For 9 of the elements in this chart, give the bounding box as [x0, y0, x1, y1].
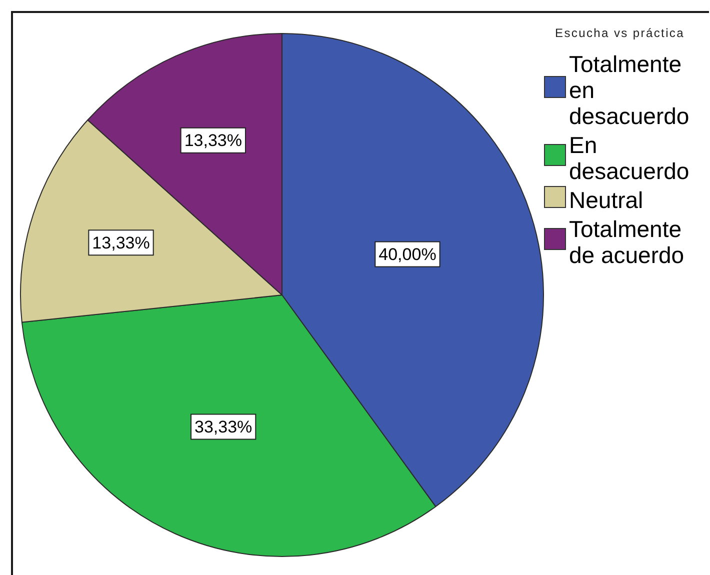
legend-label: En desacuerdo — [569, 132, 690, 184]
legend-label: Neutral — [569, 187, 644, 213]
data-label: 40,00% — [378, 244, 436, 264]
legend-label: Totalmente en desacuerdo — [569, 51, 690, 129]
data-label: 33,33% — [194, 417, 252, 436]
data-label: 13,33% — [184, 131, 242, 150]
legend-title: Escucha vs práctica — [554, 26, 686, 40]
legend-label: Totalmente de acuerdo — [569, 216, 686, 268]
data-label: 13,33% — [92, 233, 150, 252]
